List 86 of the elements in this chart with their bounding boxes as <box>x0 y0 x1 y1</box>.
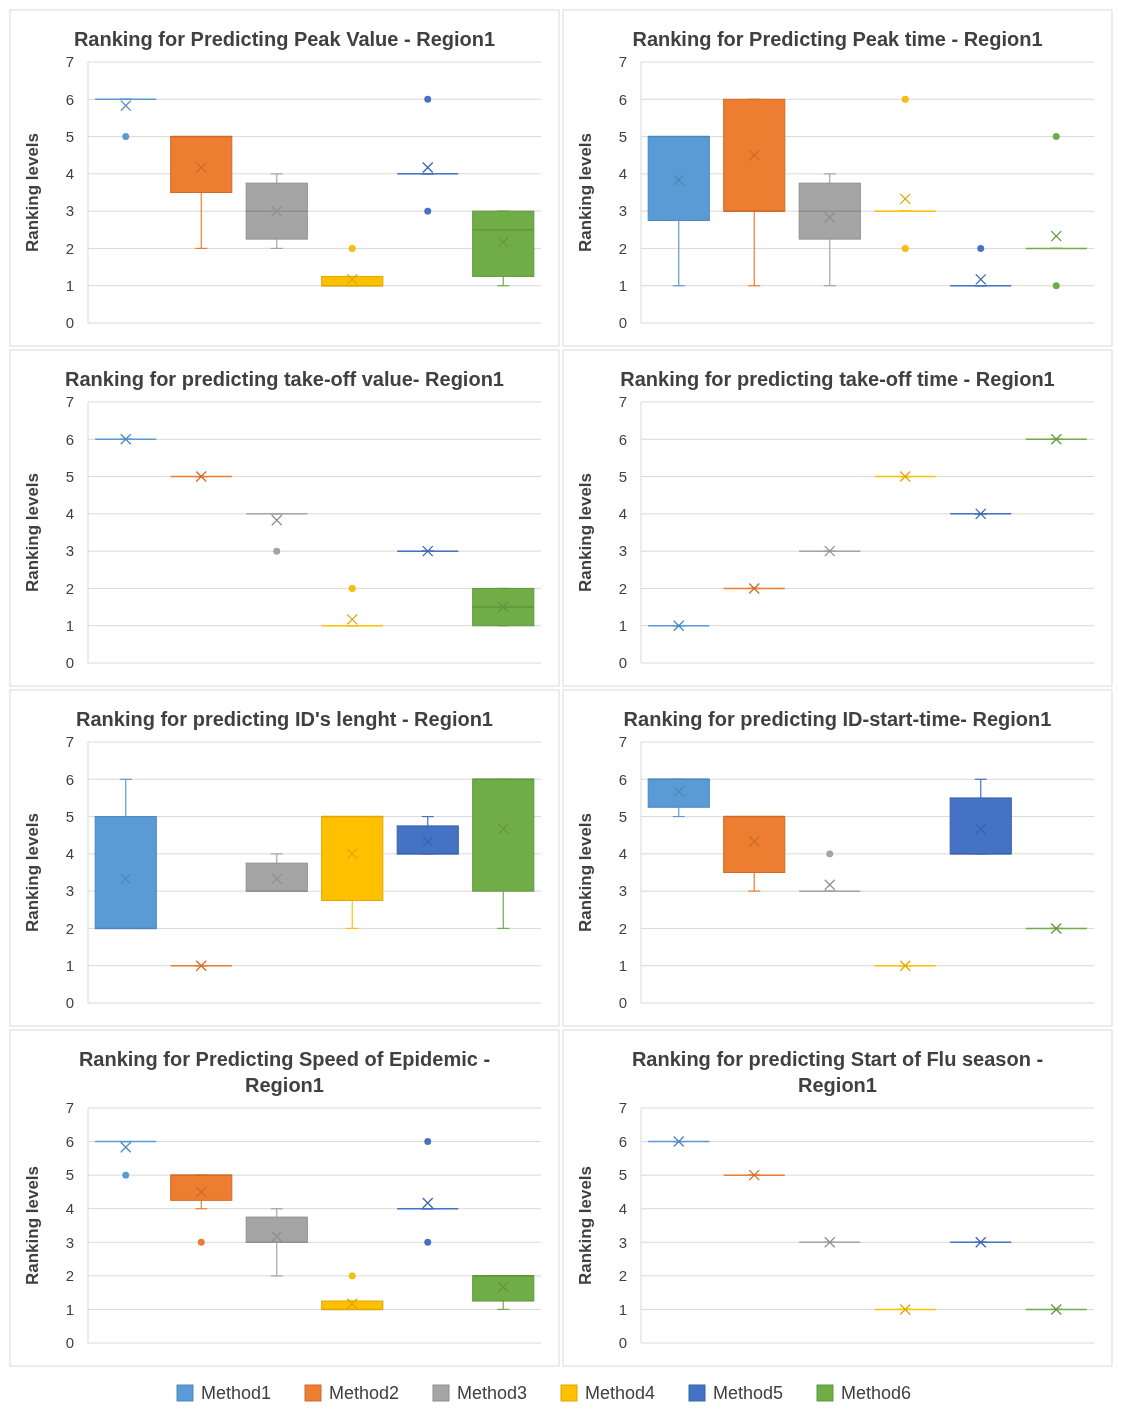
y-axis-title: Ranking levels <box>23 1165 42 1286</box>
y-tick-label: 3 <box>618 542 627 560</box>
chart-title: Ranking for predicting Start of Flu season - Region1 <box>631 1048 1044 1096</box>
y-axis-title: Ranking levels <box>23 472 42 593</box>
y-axis-title: Ranking levels <box>23 132 42 253</box>
y-tick-label: 5 <box>65 127 74 145</box>
y-tick-label: 1 <box>65 1300 74 1318</box>
y-tick-label: 5 <box>65 467 74 485</box>
y-tick-label: 6 <box>618 1132 627 1150</box>
y-tick-label: 2 <box>618 579 627 597</box>
y-tick-label: 4 <box>65 845 74 863</box>
chart-title: Ranking for predicting take-off value- Region1 <box>65 368 504 390</box>
y-tick-label: 3 <box>618 882 627 900</box>
chart-title: Ranking for predicting ID's lenght - Region1 <box>76 708 493 730</box>
y-tick-label: 3 <box>65 542 74 560</box>
y-tick-label: 2 <box>618 239 627 257</box>
legend-label: Method3 <box>457 1383 528 1404</box>
y-axis-title: Ranking levels <box>576 132 595 253</box>
y-tick-label: 7 <box>65 1099 74 1117</box>
legend-label: Method4 <box>585 1383 656 1404</box>
y-tick-label: 3 <box>618 1233 627 1251</box>
y-tick-label: 4 <box>618 505 627 523</box>
y-axis-title: Ranking levels <box>576 812 595 933</box>
y-tick-label: 1 <box>65 616 74 634</box>
y-tick-label: 2 <box>618 1267 627 1285</box>
y-tick-label: 7 <box>65 733 74 751</box>
y-tick-label: 4 <box>65 1199 74 1217</box>
y-tick-label: 7 <box>618 1099 627 1117</box>
chart-title: Ranking for predicting take-off time - Region1 <box>620 368 1055 390</box>
chart-title: Ranking for Predicting Peak Value - Region1 <box>73 28 496 50</box>
legend-label: Method6 <box>841 1383 912 1404</box>
y-tick-label: 2 <box>65 1267 74 1285</box>
y-tick-label: 5 <box>65 1166 74 1184</box>
y-tick-label: 6 <box>618 770 627 788</box>
y-tick-label: 1 <box>618 1300 627 1318</box>
y-tick-label: 5 <box>618 127 627 145</box>
y-tick-label: 2 <box>65 919 74 937</box>
y-tick-label: 0 <box>618 654 627 672</box>
y-tick-label: 1 <box>65 956 74 974</box>
y-tick-label: 2 <box>618 919 627 937</box>
y-tick-label: 0 <box>65 314 74 332</box>
y-tick-label: 7 <box>618 733 627 751</box>
y-tick-label: 5 <box>65 807 74 825</box>
y-tick-label: 5 <box>618 467 627 485</box>
y-tick-label: 0 <box>618 994 627 1012</box>
y-tick-label: 0 <box>618 314 627 332</box>
y-tick-label: 3 <box>65 882 74 900</box>
y-tick-label: 7 <box>618 393 627 411</box>
y-tick-label: 2 <box>65 579 74 597</box>
y-tick-label: 0 <box>65 994 74 1012</box>
y-tick-label: 3 <box>618 202 627 220</box>
y-tick-label: 4 <box>618 1199 627 1217</box>
y-tick-label: 6 <box>65 430 74 448</box>
y-tick-label: 0 <box>65 1334 74 1352</box>
y-tick-label: 6 <box>618 430 627 448</box>
y-tick-label: 1 <box>65 276 74 294</box>
y-tick-label: 3 <box>65 1233 74 1251</box>
legend-label: Method5 <box>713 1383 784 1404</box>
y-tick-label: 6 <box>618 90 627 108</box>
y-axis-title: Ranking levels <box>576 1165 595 1286</box>
y-tick-label: 3 <box>65 202 74 220</box>
y-tick-label: 6 <box>65 90 74 108</box>
y-tick-label: 0 <box>65 654 74 672</box>
chart-title: Ranking for Predicting Peak time - Region1 <box>632 28 1043 50</box>
y-tick-label: 4 <box>618 165 627 183</box>
y-tick-label: 2 <box>65 239 74 257</box>
y-tick-label: 4 <box>618 845 627 863</box>
y-tick-label: 7 <box>65 393 74 411</box>
y-axis-title: Ranking levels <box>576 472 595 593</box>
y-tick-label: 7 <box>65 53 74 71</box>
chart-title: Ranking for predicting ID-start-time- Region1 <box>623 708 1052 730</box>
y-tick-label: 4 <box>65 505 74 523</box>
legend-label: Method2 <box>329 1383 400 1404</box>
y-tick-label: 7 <box>618 53 627 71</box>
y-tick-label: 5 <box>618 807 627 825</box>
chart-title: Ranking for Predicting Speed of Epidemic - Region1 <box>78 1048 491 1096</box>
y-tick-label: 0 <box>618 1334 627 1352</box>
y-tick-label: 4 <box>65 165 74 183</box>
y-tick-label: 5 <box>618 1166 627 1184</box>
legend-label: Method1 <box>201 1383 272 1404</box>
y-tick-label: 6 <box>65 770 74 788</box>
y-tick-label: 1 <box>618 276 627 294</box>
y-tick-label: 6 <box>65 1132 74 1150</box>
y-axis-title: Ranking levels <box>23 812 42 933</box>
y-tick-label: 1 <box>618 956 627 974</box>
y-tick-label: 1 <box>618 616 627 634</box>
